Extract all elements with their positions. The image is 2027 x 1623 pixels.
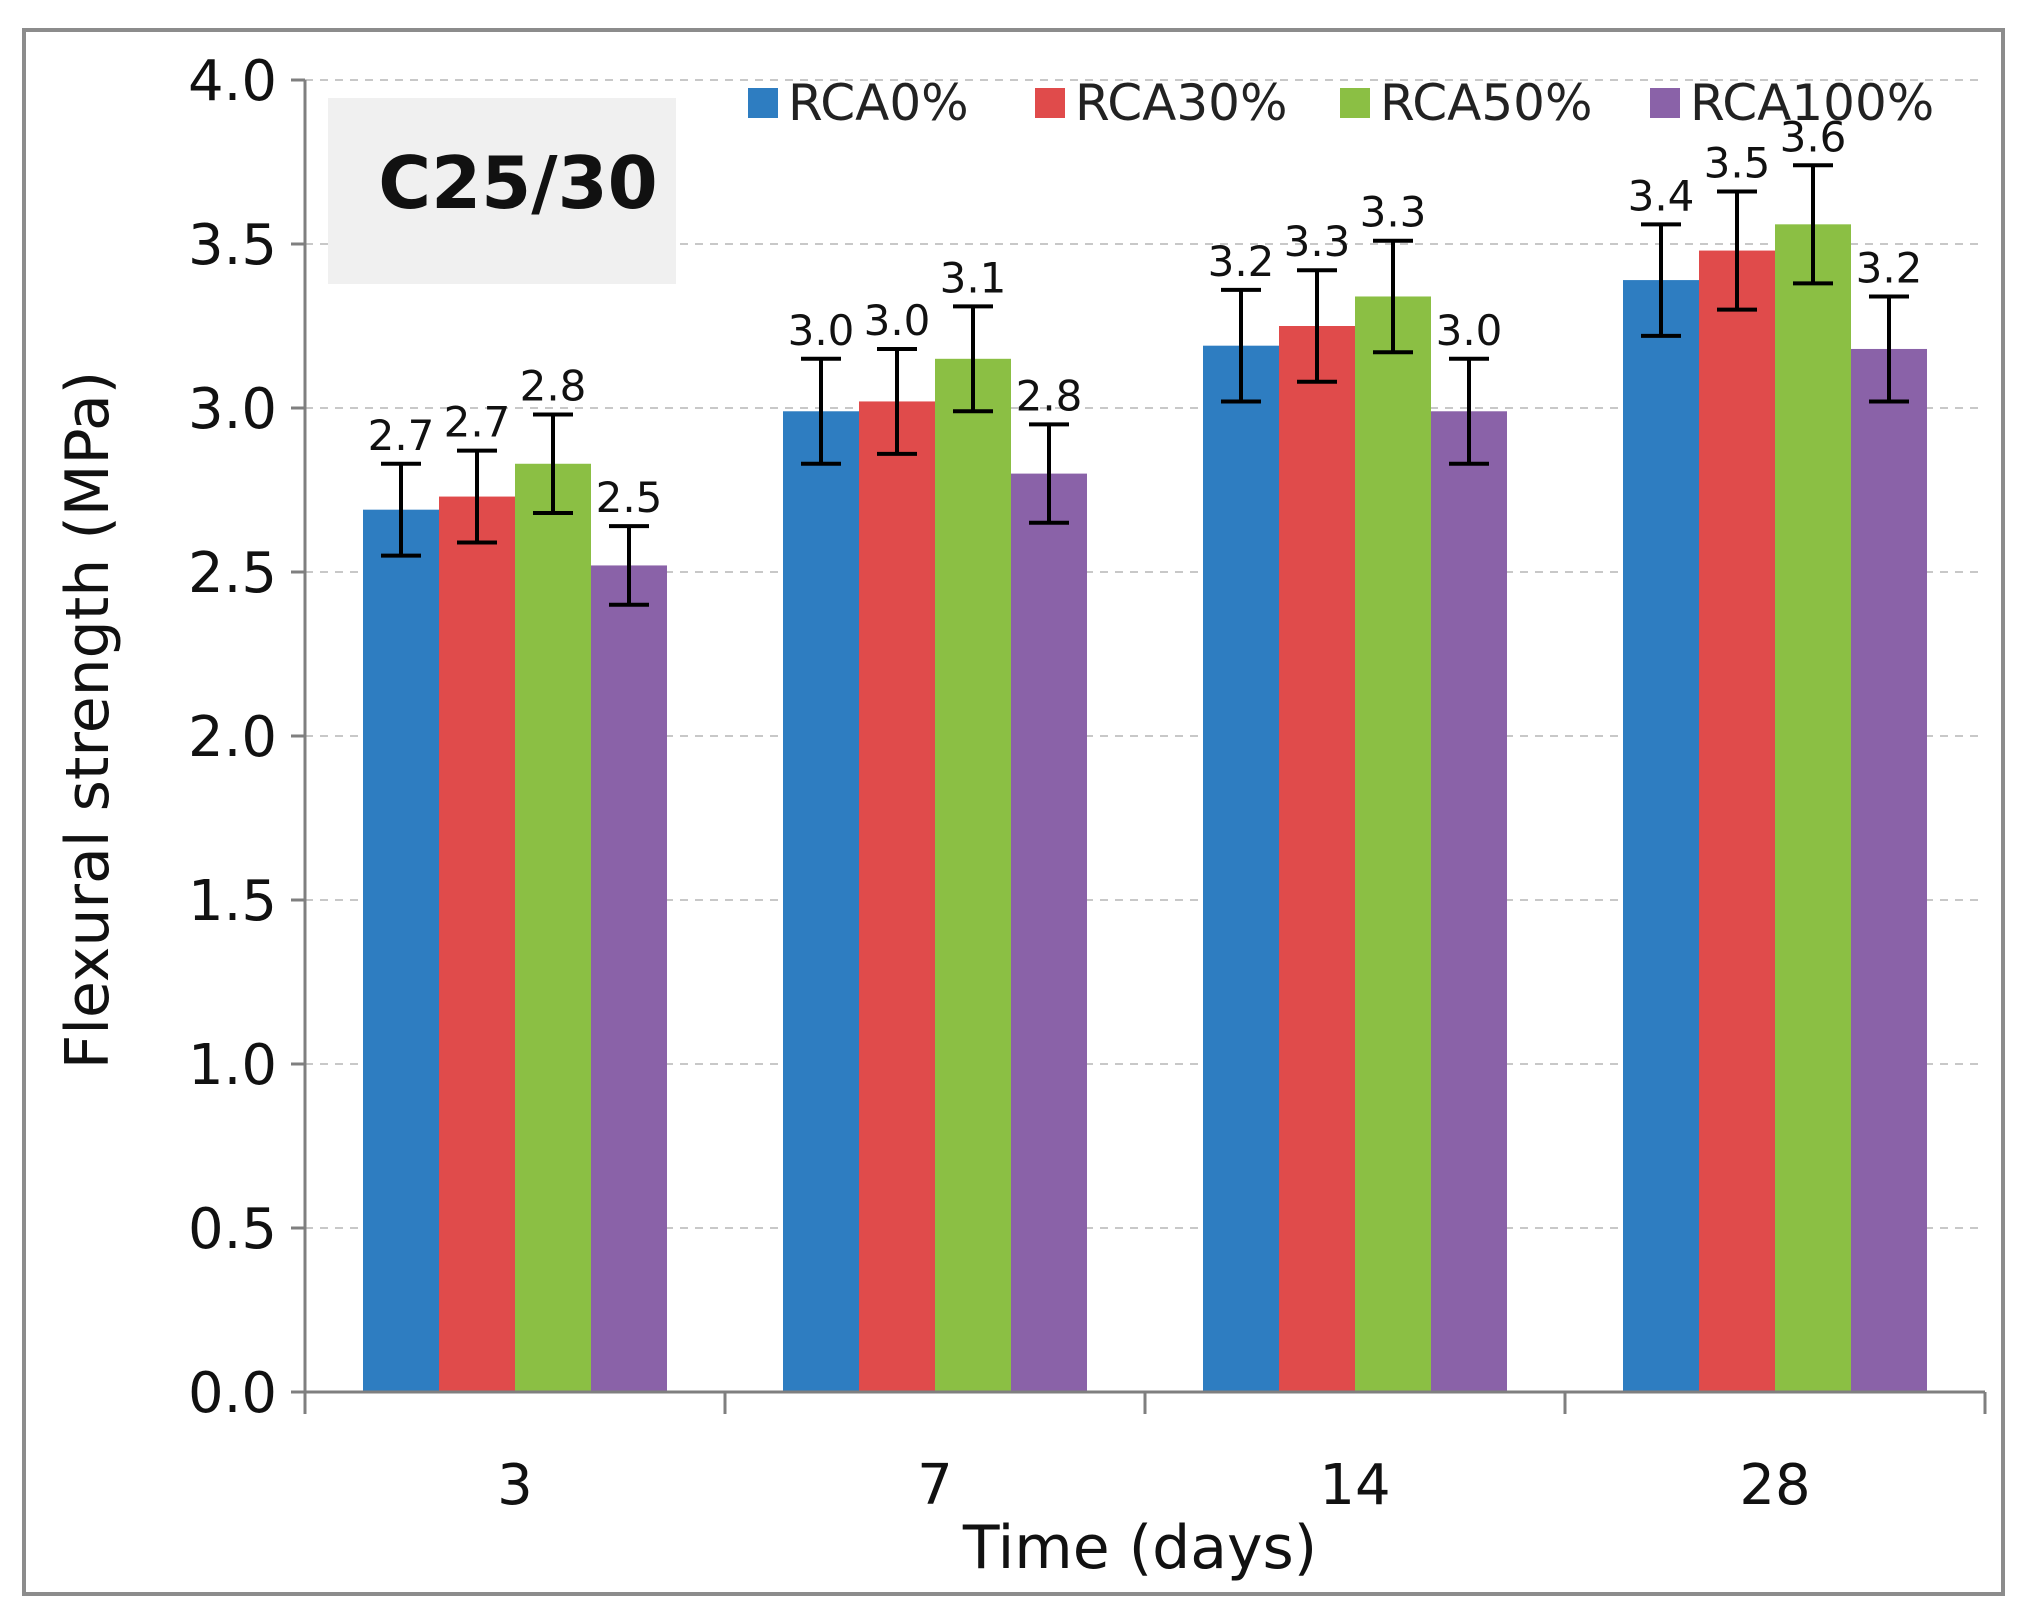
inset-label-background (328, 98, 676, 284)
y-tick-label: 4.0 (188, 49, 277, 114)
data-label: 2.7 (368, 411, 435, 460)
axes: 0.0 0.5 1.0 1.5 2.0 2.5 3.0 3.5 4.0 3 7 14 28 (188, 49, 1987, 1518)
bar (1011, 473, 1087, 1393)
data-label: 2.8 (520, 362, 587, 411)
x-axis-title: Time (days) (962, 1513, 1317, 1583)
bar (1699, 250, 1775, 1392)
bar (1203, 345, 1279, 1393)
bars (363, 163, 1927, 1393)
x-tick-label: 14 (1319, 1453, 1390, 1518)
bar (859, 401, 935, 1392)
legend-label: RCA100% (1690, 74, 1934, 132)
bar (363, 509, 439, 1392)
bar (935, 358, 1011, 1392)
legend-label: RCA50% (1380, 74, 1593, 132)
bar (1355, 296, 1431, 1393)
inset-label: C25/30 (378, 141, 658, 225)
data-label: 3.2 (1208, 237, 1275, 286)
data-label: 3.3 (1284, 217, 1351, 266)
bar (591, 565, 667, 1392)
legend-swatch (1035, 88, 1065, 118)
y-axis-title: Flexural strength (MPa) (53, 371, 123, 1069)
data-label: 2.5 (596, 473, 663, 522)
bar (1279, 326, 1355, 1392)
data-label: 3.5 (1704, 139, 1771, 188)
data-label: 2.8 (1016, 371, 1083, 420)
data-label: 3.1 (940, 253, 1007, 302)
bar (1431, 411, 1507, 1392)
legend-label: RCA0% (788, 74, 969, 132)
bar (439, 496, 515, 1392)
data-label: 3.3 (1360, 188, 1427, 237)
legend-swatch (1650, 88, 1680, 118)
y-tick-label: 1.5 (188, 869, 277, 934)
data-label: 3.0 (864, 296, 931, 345)
data-label: 3.0 (1436, 306, 1503, 355)
y-tick-label: 2.0 (188, 705, 277, 770)
bar (1851, 348, 1927, 1393)
legend-label: RCA30% (1075, 74, 1288, 132)
legend: RCA0% RCA30% RCA50% RCA100% (748, 74, 1934, 132)
legend-swatch (748, 88, 778, 118)
y-tick-label: 0.0 (188, 1361, 277, 1426)
bar (1775, 224, 1851, 1392)
x-tick-label: 3 (497, 1453, 533, 1518)
x-tick-label: 7 (917, 1453, 953, 1518)
data-label: 3.0 (788, 306, 855, 355)
x-tick-label: 28 (1739, 1453, 1810, 1518)
bar (515, 463, 591, 1392)
data-label: 3.2 (1856, 243, 1923, 292)
y-tick-label: 1.0 (188, 1033, 277, 1098)
data-label: 3.6 (1780, 112, 1847, 161)
data-label: 3.4 (1628, 171, 1695, 220)
y-tick-label: 3.5 (188, 213, 277, 278)
data-label: 2.7 (444, 398, 511, 447)
y-tick-label: 0.5 (188, 1197, 277, 1262)
y-tick-label: 3.0 (188, 377, 277, 442)
bar (783, 411, 859, 1392)
bar (1623, 280, 1699, 1393)
legend-swatch (1340, 88, 1370, 118)
y-tick-label: 2.5 (188, 541, 277, 606)
data-labels: 2.7 2.72.82.53.0 3.03.12.83.2 3.33.33.03.43… (368, 112, 1923, 522)
inset-label-box: C25/30 (328, 98, 676, 284)
